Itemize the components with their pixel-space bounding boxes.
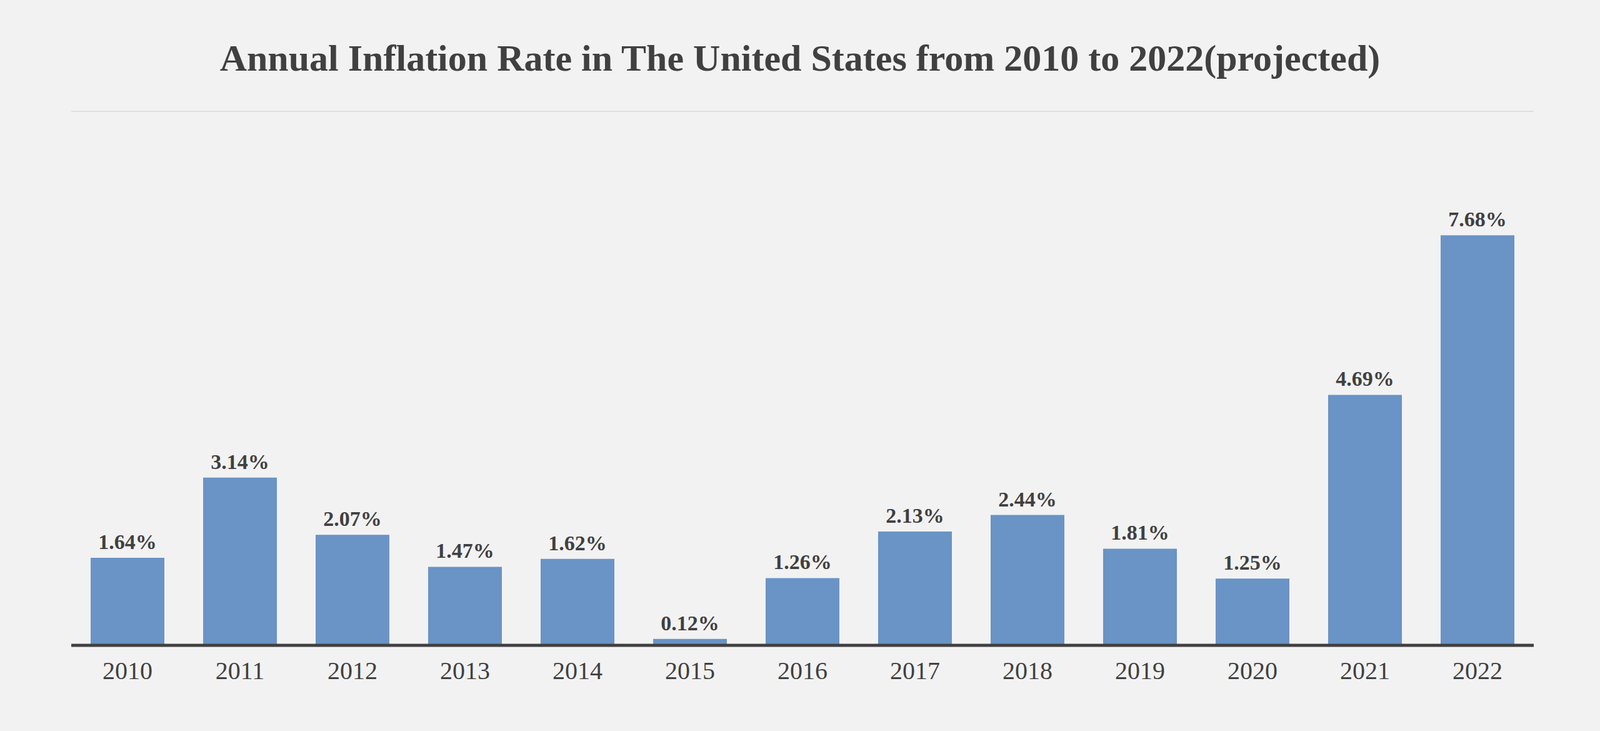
svg-text:3.14%: 3.14% — [210, 450, 270, 474]
svg-text:1.47%: 1.47% — [435, 538, 495, 562]
svg-text:2019: 2019 — [1115, 656, 1165, 685]
svg-text:1.81%: 1.81% — [1110, 520, 1170, 544]
svg-text:2017: 2017 — [890, 656, 940, 685]
svg-text:2021: 2021 — [1340, 656, 1390, 685]
svg-text:1.64%: 1.64% — [98, 530, 157, 554]
svg-text:2.07%: 2.07% — [323, 506, 382, 530]
svg-text:2014: 2014 — [552, 656, 603, 685]
svg-text:2010: 2010 — [102, 656, 153, 685]
svg-text:2.13%: 2.13% — [885, 503, 945, 527]
svg-text:1.62%: 1.62% — [548, 531, 607, 555]
svg-text:1.25%: 1.25% — [1223, 550, 1282, 574]
svg-text:2012: 2012 — [327, 656, 378, 685]
svg-text:2022: 2022 — [1452, 656, 1503, 685]
svg-text:0.12%: 0.12% — [660, 611, 720, 635]
svg-text:1.26%: 1.26% — [773, 550, 832, 574]
html-text:Annual Inflation Rate in The U: Annual Inflation Rate in The United Stat… — [219, 37, 1381, 79]
svg-text:2016: 2016 — [777, 656, 828, 685]
svg-text:2013: 2013 — [440, 656, 490, 685]
svg-text:2015: 2015 — [665, 656, 715, 685]
svg-text:2018: 2018 — [1002, 656, 1053, 685]
svg-text:4.69%: 4.69% — [1335, 366, 1395, 390]
svg-text:7.68%: 7.68% — [1448, 207, 1507, 231]
svg-text:2020: 2020 — [1227, 656, 1278, 685]
svg-text:2011: 2011 — [215, 656, 265, 685]
svg-text:2.44%: 2.44% — [998, 487, 1057, 511]
